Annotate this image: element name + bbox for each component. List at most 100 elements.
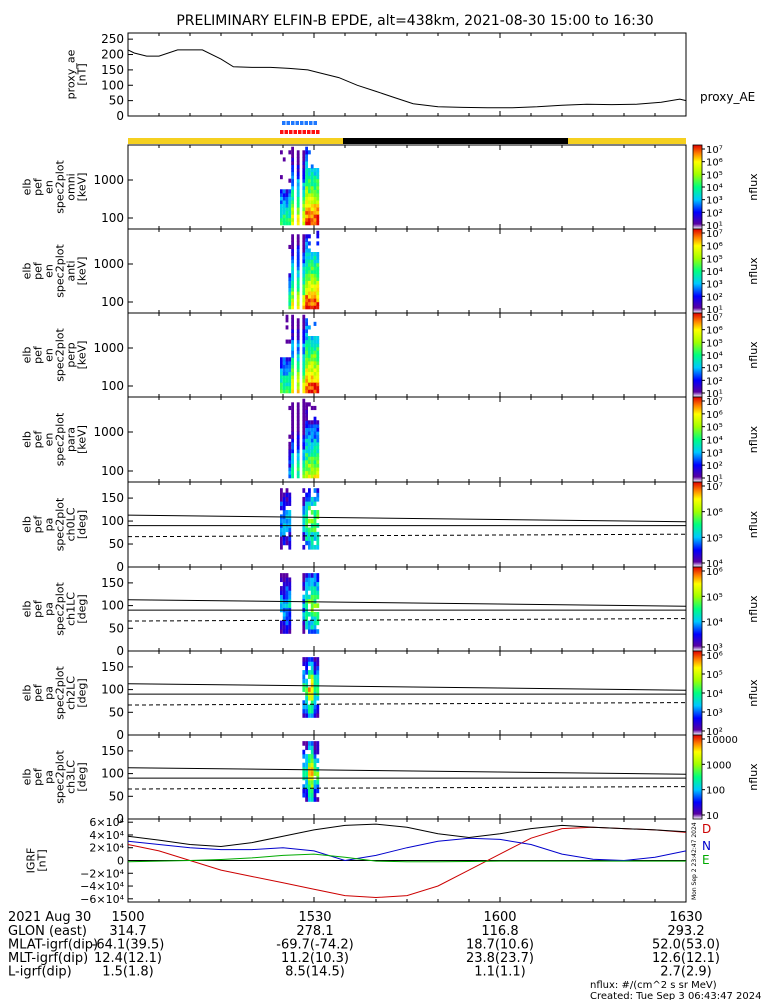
science-zone-blue — [300, 121, 304, 125]
spectrogram-bin — [310, 301, 314, 306]
spectrogram-bin — [308, 280, 311, 285]
spectrogram-bin — [305, 150, 308, 155]
colorbar-tick-label: 10⁴ — [706, 436, 723, 447]
pitch-angle-bin — [308, 620, 311, 626]
spectrogram-bin — [296, 196, 300, 201]
spectrogram-bin — [305, 259, 308, 264]
footer-row-value: 11.2(10.3) — [281, 951, 349, 966]
spectrogram-bin — [282, 214, 286, 219]
y-axis-label-line: pef — [32, 599, 45, 618]
pitch-angle-bin — [308, 577, 311, 583]
pitch-angle-bin — [280, 603, 283, 608]
spectrogram-bin — [296, 291, 300, 296]
spectrogram-bin — [291, 164, 294, 169]
spectrogram-bin — [285, 214, 289, 219]
pitch-angle-bin — [302, 661, 306, 667]
pitch-angle-bin — [310, 745, 314, 751]
spectrogram-bin — [291, 339, 294, 344]
pitch-angle-bin — [310, 695, 314, 701]
spectrogram-bin — [308, 301, 311, 306]
pitch-angle-bin — [313, 657, 317, 662]
spectrogram-bin — [302, 262, 306, 267]
pitch-angle-bin — [310, 749, 314, 755]
spectrogram-bin — [316, 207, 320, 212]
pitch-angle-bin — [288, 611, 292, 617]
spectrogram-bin — [302, 459, 306, 464]
spectrogram-bin — [302, 175, 306, 180]
spectrogram-bin — [296, 328, 300, 334]
spectrogram-bin — [316, 463, 320, 468]
spectrogram-bin — [291, 367, 294, 373]
spectrogram-bin — [313, 466, 317, 472]
pitch-angle-bin — [316, 695, 320, 701]
spectrogram-bin — [313, 273, 317, 278]
pitch-angle-bin — [288, 616, 292, 621]
y-axis-label-line: pef — [32, 261, 45, 280]
pitch-angle-bin — [285, 573, 289, 578]
spectrogram-bin — [310, 210, 314, 215]
spectrogram-bin — [302, 157, 306, 162]
spectrogram-bin — [305, 456, 308, 461]
spectrogram-bin — [302, 427, 306, 432]
spectrogram-bin — [302, 466, 306, 472]
spectrogram-bin — [308, 192, 311, 197]
pitch-angle-bin — [308, 540, 311, 546]
spectrogram-bin — [288, 287, 292, 292]
spectrogram-bin — [310, 346, 314, 351]
spectrogram-bin — [308, 441, 311, 446]
spectrogram-bin — [305, 305, 308, 310]
spectrogram-bin — [302, 339, 306, 344]
spectrogram-bin — [296, 452, 300, 457]
spectrogram-bin — [316, 276, 320, 281]
spectrogram-bin — [316, 298, 320, 303]
y-axis-label-line: pa — [43, 770, 56, 784]
spectrogram-bin — [313, 255, 317, 260]
spectrogram-bin — [310, 441, 314, 446]
spectrogram-bin — [305, 420, 308, 425]
spectrogram-bin — [296, 203, 300, 208]
colorbar-tick-label: 10⁴ — [706, 689, 723, 700]
pitch-angle-bin — [313, 544, 317, 550]
science-zone-red — [293, 130, 297, 134]
pitch-angle-bin — [308, 695, 311, 701]
pitch-angle-bin — [316, 488, 320, 493]
spectrogram-bin — [291, 294, 294, 299]
spectrogram-bin — [310, 350, 314, 355]
spectrogram-bin — [302, 196, 306, 201]
spectrogram-bin — [288, 305, 292, 310]
pitch-angle-bin — [310, 767, 314, 772]
spectrogram-bin — [282, 203, 286, 208]
spectrogram-bin — [310, 339, 314, 344]
spectrogram-bin — [291, 474, 294, 479]
y-tick-label: −6×10⁴ — [80, 893, 124, 906]
spectrogram-bin — [302, 182, 306, 187]
spectrogram-bin — [308, 402, 311, 407]
spectrogram-bin — [316, 280, 320, 285]
spectrogram-bin — [302, 301, 306, 306]
spectrogram-bin — [296, 262, 300, 267]
spectrogram-bin — [296, 336, 300, 341]
spectrogram-bin — [305, 199, 308, 205]
spectrogram-bin — [288, 360, 292, 365]
spectrogram-bin — [291, 157, 294, 162]
spectrogram-bin — [302, 456, 306, 461]
spectrogram-bin — [316, 234, 320, 239]
y-axis-label-line: en — [43, 433, 56, 447]
spectrogram-bin — [313, 371, 317, 376]
spectrogram-bin — [310, 367, 314, 373]
spectrogram-bin — [313, 280, 317, 285]
spectrogram-bin — [291, 463, 294, 468]
y-tick-label: 100 — [101, 683, 124, 697]
pitch-angle-bin — [313, 581, 317, 587]
spectrogram-bin — [305, 217, 308, 222]
spectrogram-bin — [316, 196, 320, 201]
spectrogram-bin — [313, 350, 317, 355]
spectrogram-bin — [296, 283, 300, 289]
pitch-angle-bin — [280, 505, 283, 511]
pitch-angle-bin — [305, 771, 308, 776]
pitch-angle-bin — [308, 573, 311, 578]
pitch-angle-bin — [308, 704, 311, 710]
spectrogram-bin — [316, 371, 320, 376]
spectrogram-bin — [310, 273, 314, 278]
colorbar-tick-label: 10⁴ — [706, 267, 723, 278]
